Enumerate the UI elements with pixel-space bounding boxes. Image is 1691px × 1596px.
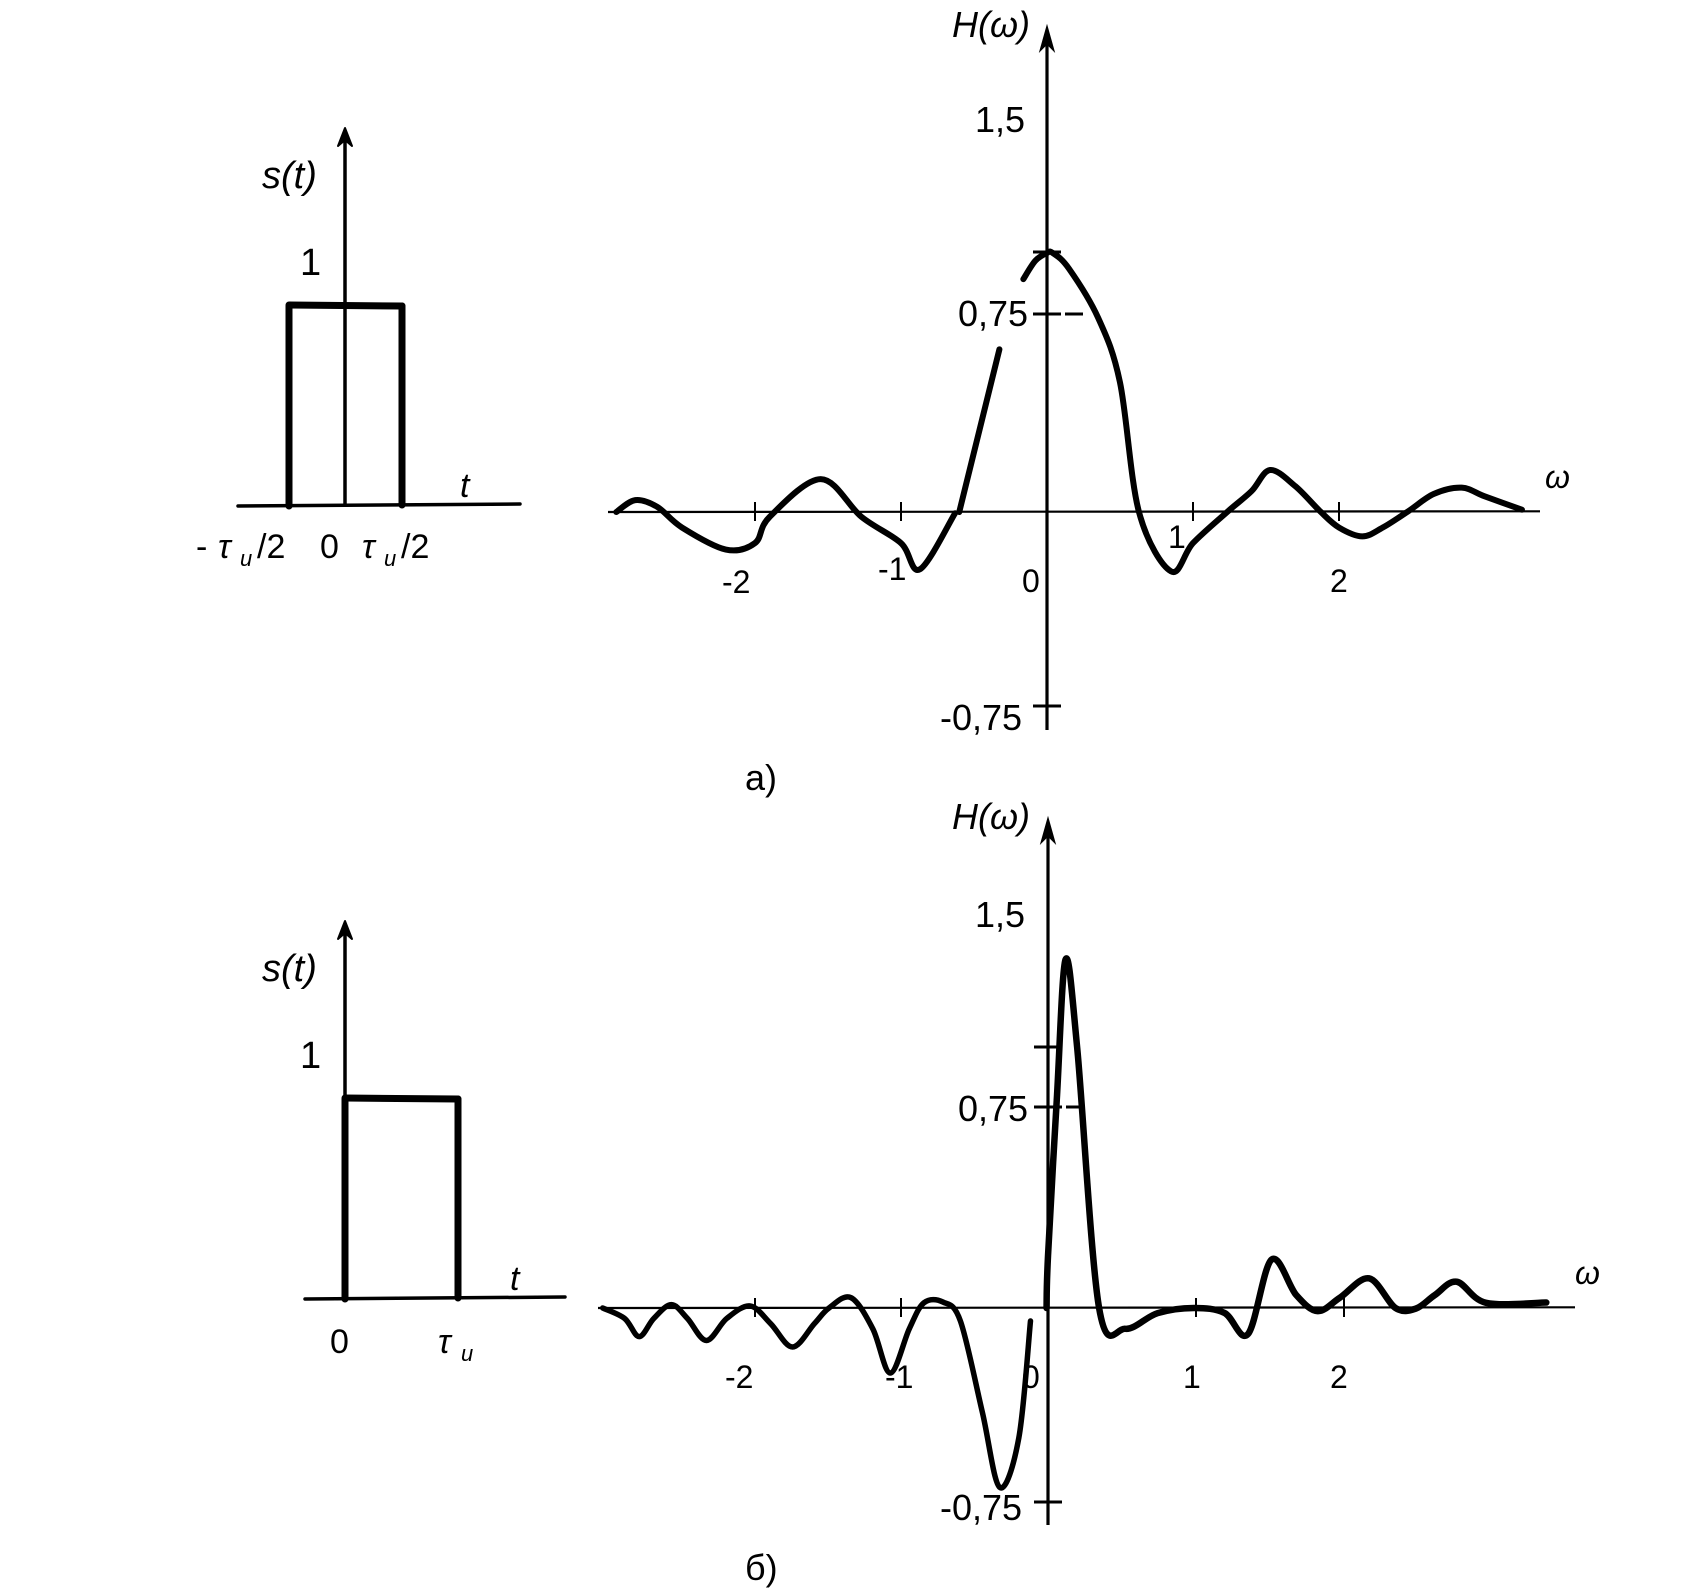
svg-text:a): a): [745, 757, 777, 798]
svg-text:u: u: [461, 1341, 473, 1366]
svg-text:1: 1: [1183, 1359, 1201, 1395]
svg-text:-0,75: -0,75: [940, 1487, 1022, 1528]
svg-text:2: 2: [1330, 563, 1348, 599]
svg-text:t: t: [460, 467, 471, 505]
svg-text:0: 0: [330, 1323, 349, 1361]
svg-text:-0,75: -0,75: [940, 697, 1022, 738]
svg-text:1,5: 1,5: [975, 99, 1025, 140]
svg-text:t: t: [510, 1260, 521, 1298]
svg-text:-1: -1: [878, 551, 906, 587]
svg-text:/2: /2: [401, 528, 429, 566]
svg-text:H(ω): H(ω): [952, 796, 1030, 837]
svg-text:0: 0: [1022, 563, 1040, 599]
svg-text:s(t): s(t): [262, 948, 317, 990]
svg-text:s(t): s(t): [262, 155, 317, 197]
svg-text:-2: -2: [722, 564, 750, 600]
svg-text:ω: ω: [1545, 459, 1570, 495]
svg-text:1: 1: [300, 1035, 321, 1077]
svg-text:1,5: 1,5: [975, 894, 1025, 935]
svg-text:ω: ω: [1575, 1255, 1600, 1291]
svg-text:-1: -1: [885, 1359, 913, 1395]
svg-text:0,75: 0,75: [958, 1088, 1028, 1129]
svg-text:1: 1: [300, 242, 321, 284]
svg-text:H(ω): H(ω): [952, 4, 1030, 45]
svg-text:-2: -2: [725, 1359, 753, 1395]
svg-text:0,75: 0,75: [958, 293, 1028, 334]
svg-text:2: 2: [1330, 1359, 1348, 1395]
svg-text:0: 0: [320, 528, 339, 566]
svg-text:u: u: [384, 546, 396, 571]
svg-text:1: 1: [1168, 519, 1186, 555]
svg-text:/2: /2: [257, 528, 285, 566]
svg-text:-: -: [196, 528, 207, 566]
svg-text:б): б): [745, 1547, 778, 1588]
svg-text:0: 0: [1022, 1359, 1040, 1395]
svg-text:u: u: [240, 546, 252, 571]
